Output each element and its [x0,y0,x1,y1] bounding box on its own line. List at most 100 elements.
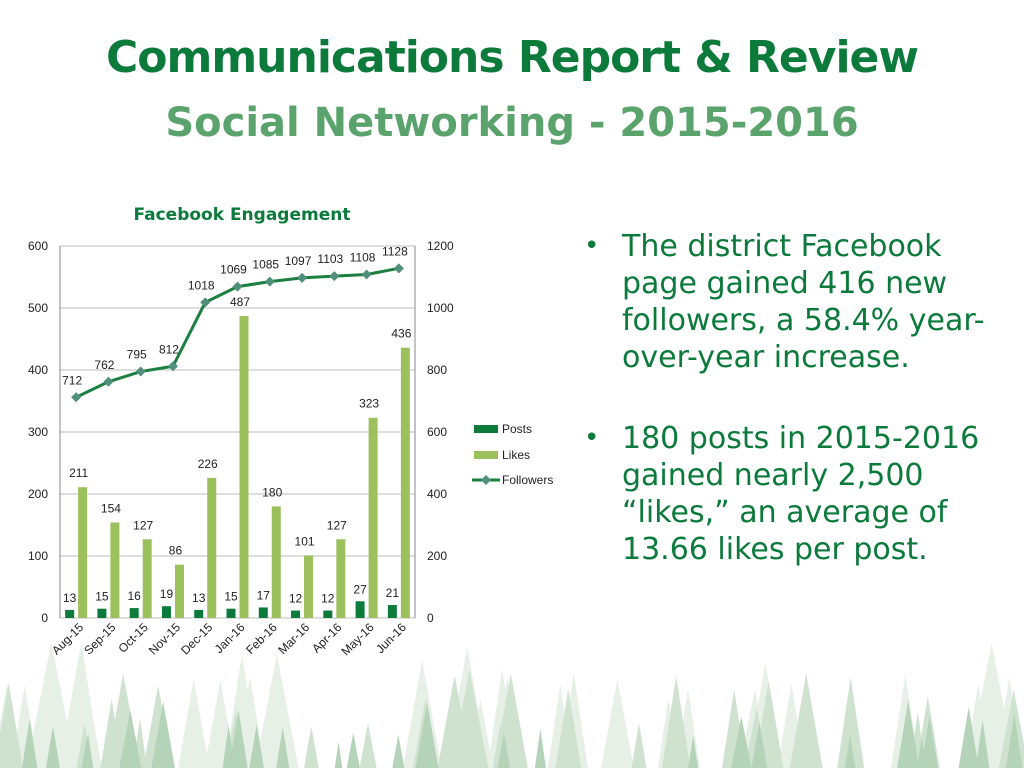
tree-silhouette [119,710,142,768]
likes-bar [400,347,410,618]
posts-bar [161,606,171,618]
likes-data-label: 211 [69,466,88,480]
likes-bar [207,477,217,618]
posts-bar [258,607,268,618]
followers-marker [297,272,308,283]
tree-silhouette [26,642,77,768]
tree-silhouette [437,675,472,768]
tree-silhouette [688,735,699,768]
tree-silhouette [916,738,927,768]
posts-data-label: 12 [321,592,335,606]
tree-silhouette [45,726,60,768]
legend-likes-label: Likes [502,448,530,462]
followers-data-label: 712 [62,373,82,387]
likes-data-label: 436 [391,327,411,341]
followers-marker [200,297,211,308]
likes-data-label: 180 [262,485,282,499]
likes-data-label: 101 [295,534,315,548]
likes-bar [271,506,281,618]
likes-bar [368,417,378,618]
followers-marker [135,366,146,377]
tree-silhouette [534,728,546,768]
followers-marker [329,271,340,282]
slide-subtitle: Social Networking - 2015-2016 [165,100,859,146]
followers-data-label: 1069 [220,263,247,277]
posts-data-label: 12 [289,592,303,606]
bullet-item: • The district Facebook page gained 416 … [580,228,990,376]
bullet-text: The district Facebook page gained 416 ne… [622,229,985,375]
tree-silhouette [276,727,290,768]
right-tick-label: 400 [427,487,447,501]
tree-silhouette [62,643,101,768]
tree-silhouette [249,724,265,768]
tree-silhouette [497,732,511,768]
posts-bar [323,610,333,618]
posts-bar [97,608,107,618]
tree-silhouette [631,722,647,768]
posts-bar [194,609,204,618]
tree-silhouette [920,716,938,768]
tree-silhouette [0,682,23,768]
left-tick-label: 500 [28,301,48,315]
tree-silhouette [601,679,634,768]
likes-data-label: 226 [198,457,218,471]
posts-bar [355,601,365,618]
likes-data-label: 323 [359,397,379,411]
bullet-text: 180 posts in 2015-2016 gained nearly 2,5… [622,421,980,567]
posts-bar [387,604,397,618]
likes-bar [336,539,346,618]
right-axis: 0 200 400 600 800 1000 1200 [414,239,454,625]
data-labels: 13 211 15 154 16 127 19 86 13 226 15 487 17 180 12 101 1… [62,244,412,605]
likes-bar [142,539,152,618]
followers-data-label: 1097 [285,254,312,268]
posts-data-label: 15 [95,590,109,604]
likes-bar [174,564,184,618]
posts-bar [65,609,75,618]
slide-title: Communications Report & Review [105,32,919,83]
tree-silhouette [229,709,248,768]
followers-data-label: 762 [94,358,114,372]
bullet-dot-icon: • [584,423,600,453]
followers-marker [232,281,243,292]
tree-silhouette [303,726,319,768]
tree-silhouette [751,722,768,768]
chart-bars [65,316,410,618]
legend-followers-label: Followers [502,473,553,487]
left-tick-label: 100 [28,549,48,563]
tree-silhouette [334,741,343,768]
left-tick-label: 200 [28,487,48,501]
tree-silhouette [178,678,210,768]
tree-silhouette [222,725,235,768]
tree-silhouette [346,732,360,768]
tree-silhouette [897,700,920,768]
likes-bar [239,316,249,618]
tree-silhouette [844,734,856,768]
tree-silhouette [661,675,691,768]
legend-likes-swatch [474,451,498,459]
tree-silhouette [789,673,823,768]
likes-data-label: 127 [327,518,347,532]
left-tick-label: 0 [41,611,48,625]
posts-bar [129,608,139,618]
tree-silhouette [83,733,94,768]
followers-data-label: 1108 [350,251,376,265]
followers-marker [393,263,404,274]
left-tick-label: 400 [28,363,48,377]
likes-bar [78,487,88,618]
likes-data-label: 487 [230,295,250,309]
bullet-item: • 180 posts in 2015-2016 gained nearly 2… [580,420,990,568]
legend-posts-swatch [474,425,498,433]
posts-bar [291,610,301,618]
posts-bar [226,608,236,618]
legend-posts-label: Posts [502,422,532,436]
followers-marker [103,376,114,387]
followers-data-label: 795 [127,348,147,362]
likes-data-label: 127 [133,518,153,532]
tree-silhouette [1006,713,1023,768]
followers-line-group [71,263,404,403]
tree-silhouette [151,701,175,768]
followers-data-label: 812 [159,342,179,356]
forest-silhouette-decoration [0,642,1024,768]
tree-silhouette [359,723,377,768]
tree-silhouette [975,719,990,768]
